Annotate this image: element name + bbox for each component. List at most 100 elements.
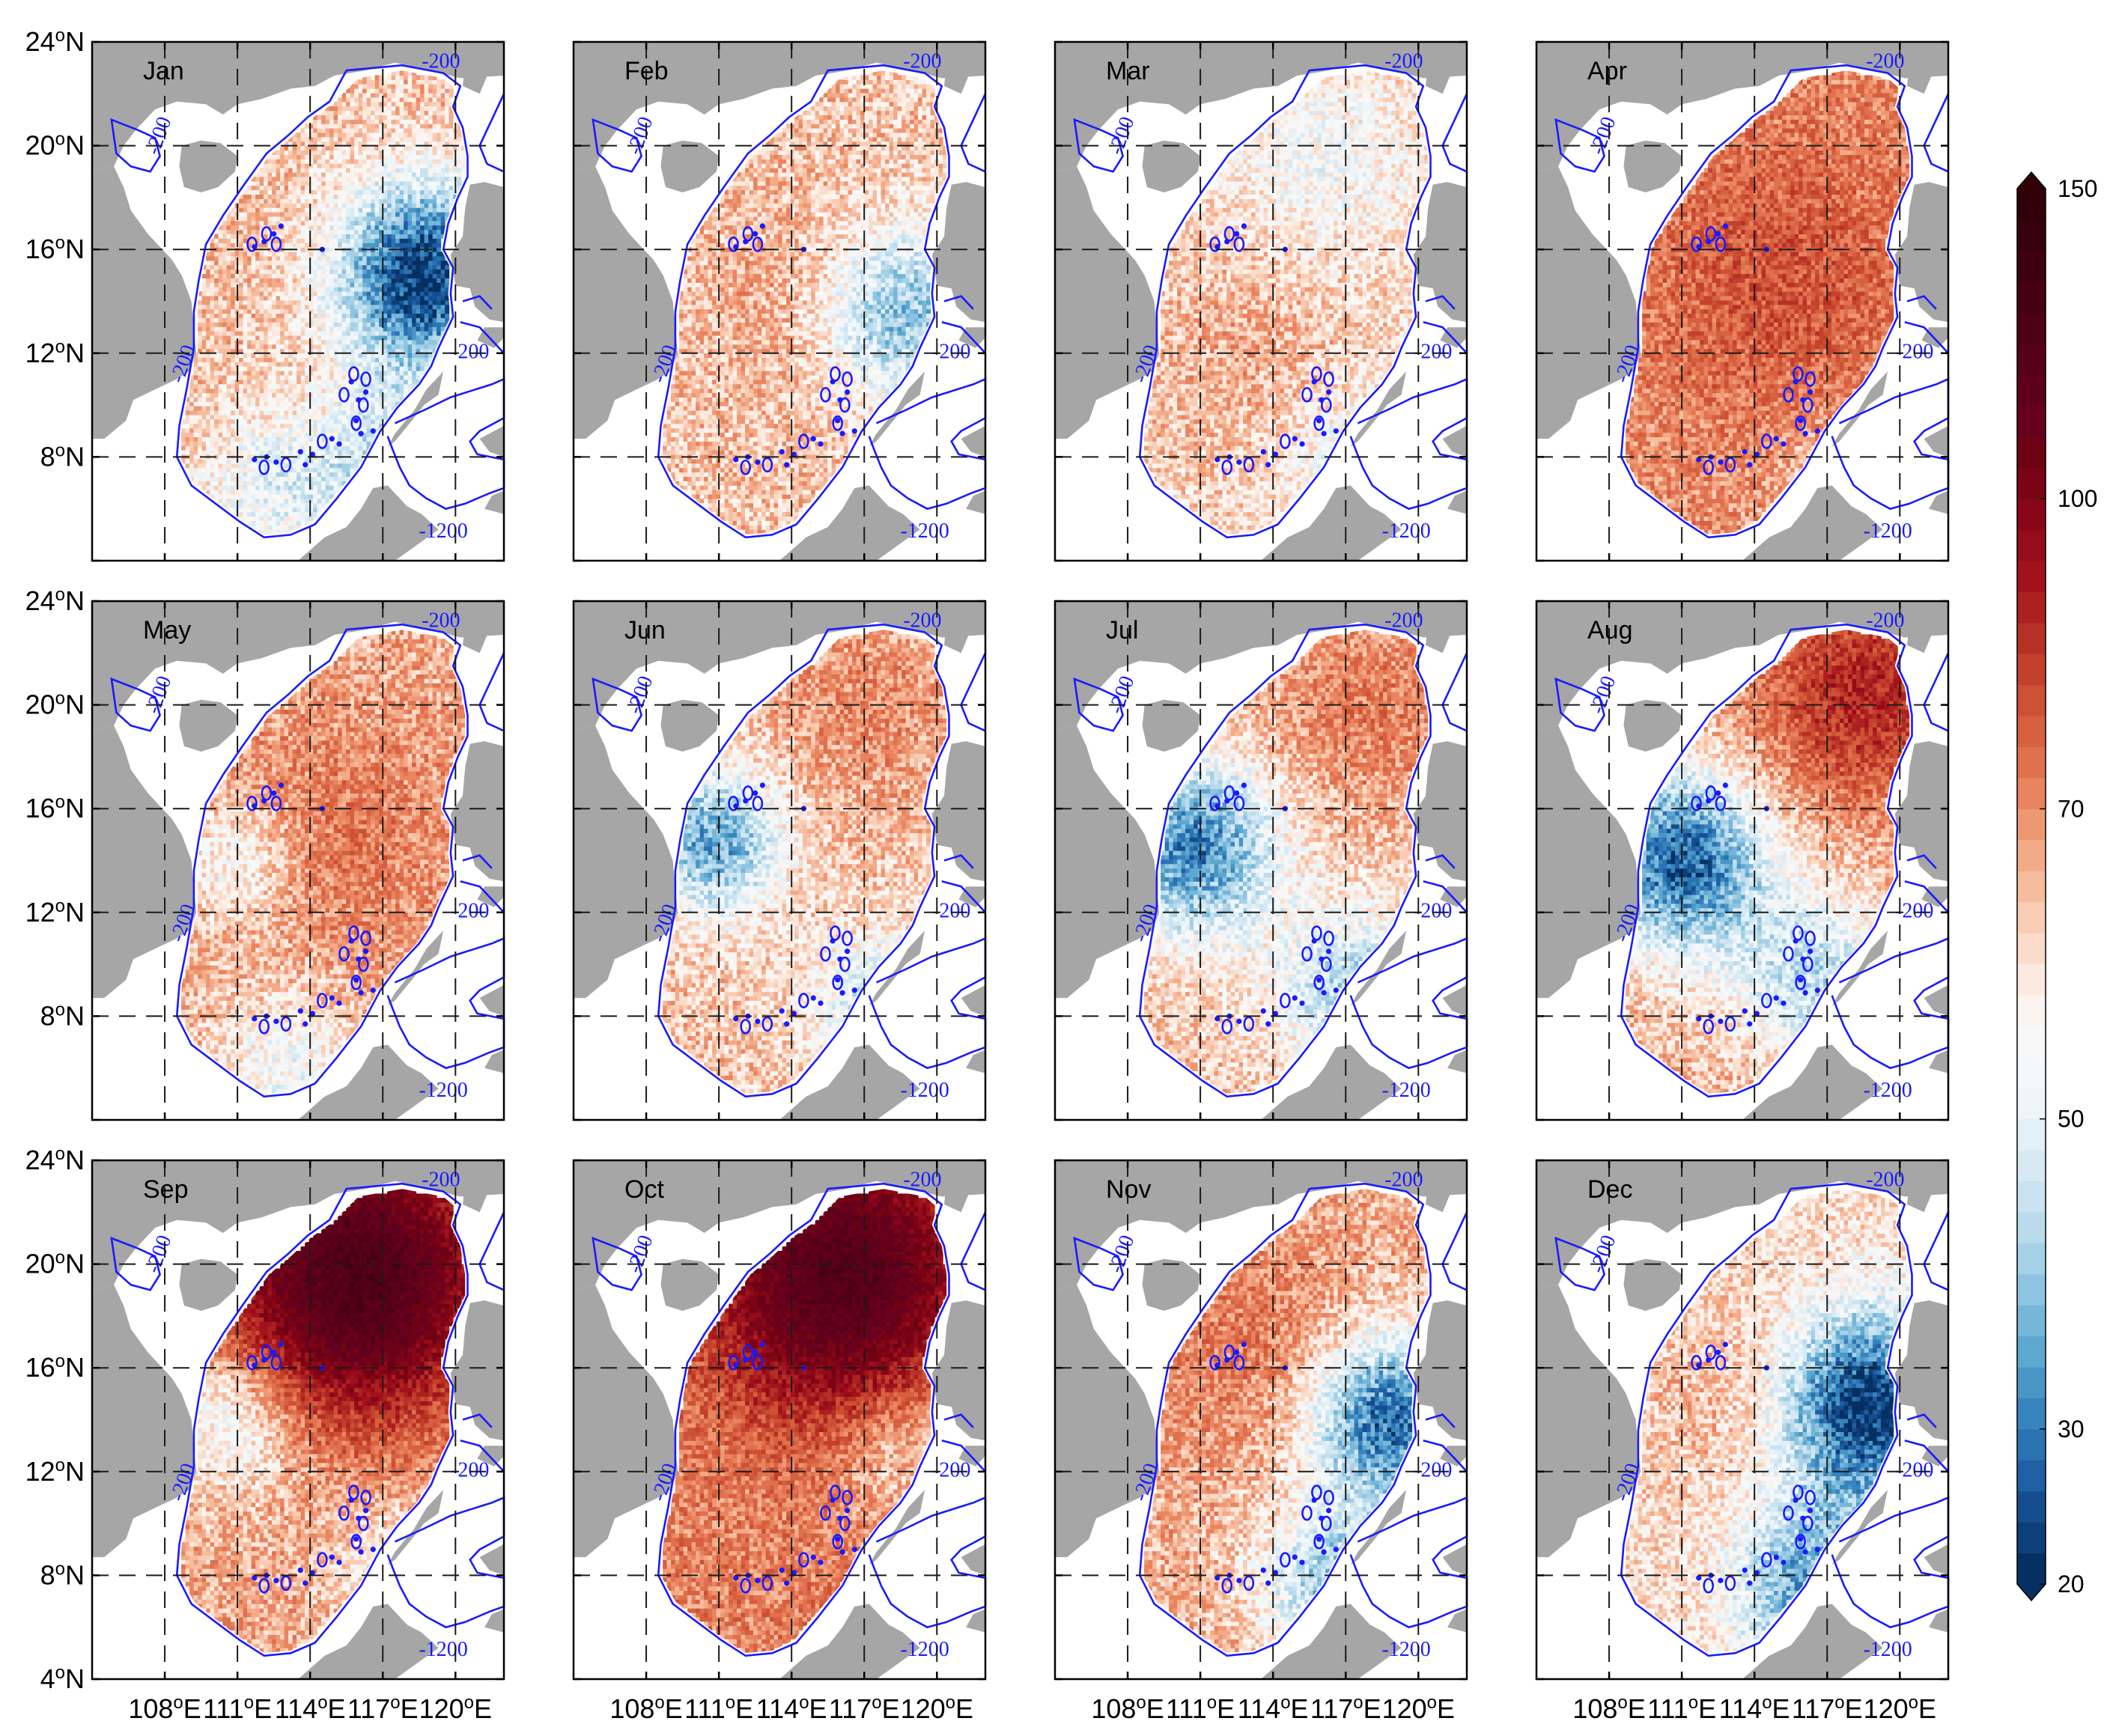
island-dot	[1747, 1580, 1753, 1586]
panel-frame	[1054, 600, 1468, 1121]
island-dot	[1325, 389, 1332, 395]
colorbar-swatch	[2017, 622, 2046, 654]
contour-line	[110, 677, 162, 732]
island-dot	[278, 1341, 284, 1347]
contour-label: -200	[932, 900, 970, 923]
island-dot	[1718, 1018, 1724, 1024]
land-mass	[944, 1160, 985, 1213]
reef-contour	[1783, 386, 1794, 403]
land-layer	[574, 42, 985, 561]
island-dot	[309, 451, 316, 457]
colorbar-swatch	[2017, 778, 2046, 809]
land-mass	[463, 1160, 504, 1213]
contour-label: -200	[1384, 1169, 1423, 1192]
island-dot	[1241, 1341, 1247, 1347]
land-mass	[1536, 725, 1641, 999]
colorbar-swatch	[2017, 1367, 2046, 1398]
land-mass	[961, 984, 985, 1017]
y-tick-label: 12oN	[25, 896, 85, 928]
reef-contour	[842, 1490, 853, 1505]
land-mass	[1426, 1160, 1467, 1213]
island-dot	[1742, 448, 1748, 455]
colorbar-tick-label: 30	[2058, 1416, 2085, 1443]
contour-line	[943, 1413, 974, 1428]
colorbar-swatch	[2017, 467, 2046, 499]
island-dot	[818, 1559, 824, 1565]
land-mass	[1413, 1300, 1467, 1441]
reef-contour	[1233, 1354, 1245, 1371]
land-mass	[1142, 699, 1201, 752]
island-dot	[1265, 462, 1271, 468]
x-tick-label: 111oE	[1647, 1693, 1716, 1724]
island-dot	[1311, 379, 1317, 385]
island-dot	[835, 418, 841, 424]
x-tick-label: 108oE	[1091, 1693, 1164, 1724]
contour-label: -1200	[419, 1079, 467, 1102]
island-dot	[1224, 798, 1230, 804]
y-tick-label: 12oN	[25, 337, 85, 368]
island-dot	[810, 1554, 816, 1560]
contour-line	[460, 320, 505, 354]
panel-frame	[1054, 1159, 1468, 1681]
reef-contour	[1703, 459, 1715, 475]
contour-layer	[592, 1182, 987, 1657]
colorbar-swatch	[2017, 839, 2046, 871]
island-dot	[297, 448, 303, 455]
reef-contour	[798, 993, 809, 1008]
month-label: Nov	[1106, 1175, 1151, 1204]
contour-label: -200	[932, 1459, 970, 1482]
island-dot	[1316, 977, 1322, 983]
island-dot	[1781, 1559, 1787, 1565]
land-mass	[574, 42, 985, 172]
month-label: Jan	[143, 57, 184, 85]
reef-contour	[842, 371, 853, 387]
land-mass	[179, 1258, 238, 1311]
island-dot	[1292, 1554, 1298, 1560]
month-label: Jul	[1106, 616, 1138, 645]
land-mass	[1055, 42, 1467, 172]
island-dot	[356, 1515, 362, 1521]
contour-line	[1073, 1236, 1125, 1291]
land-mass	[1894, 741, 1948, 882]
contour-label: -200	[1895, 341, 1933, 364]
island-dot	[1722, 1341, 1728, 1347]
island-dot	[755, 459, 761, 465]
land-mass	[387, 371, 444, 447]
island-dot	[1265, 1021, 1271, 1027]
data-field	[1626, 70, 1910, 534]
land-mass	[779, 485, 920, 561]
land-mass	[1413, 182, 1467, 323]
contour-layer	[1073, 623, 1468, 1098]
y-tick-label: 8oN	[40, 1559, 85, 1590]
island-dot	[830, 1497, 836, 1503]
contour-line	[943, 295, 974, 310]
land-mass	[1055, 725, 1160, 999]
island-dot	[1800, 397, 1806, 403]
island-dot	[1781, 1000, 1787, 1006]
island-dot	[791, 1570, 797, 1576]
island-dot	[1814, 987, 1820, 993]
map-panel-may: -200-200-200 -200-1200May24oN20oN16oN12oN…	[25, 585, 505, 1121]
land-mass	[1929, 1050, 1948, 1073]
island-dot	[1706, 1357, 1712, 1363]
island-dot	[830, 379, 836, 385]
colorbar-swatch	[2017, 871, 2046, 903]
land-mass	[463, 601, 504, 654]
contour-line	[1423, 320, 1468, 354]
contour-line	[175, 623, 469, 1098]
strait-blank	[1909, 1202, 1930, 1246]
island-dot	[818, 1000, 824, 1006]
contour-line	[592, 677, 643, 732]
land-mass	[931, 1300, 985, 1441]
reef-contour	[1691, 795, 1702, 811]
reef-contour	[728, 1354, 739, 1371]
reef-contour	[728, 236, 739, 252]
contour-line	[462, 854, 493, 869]
contour-label: -1200	[1381, 1638, 1430, 1661]
land-mass	[1894, 182, 1948, 323]
land-mass	[484, 1050, 504, 1073]
x-tick-label: 114oE	[1719, 1693, 1790, 1724]
